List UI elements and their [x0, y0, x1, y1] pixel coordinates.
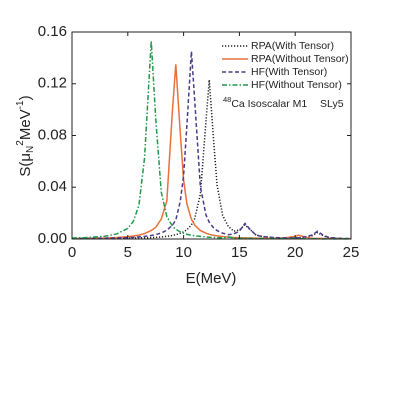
- y-tick-label: 0.16: [38, 23, 67, 40]
- y-tick-label: 0.08: [38, 126, 67, 143]
- x-tick-label: 5: [124, 244, 132, 261]
- x-tick-label: 15: [231, 244, 248, 261]
- y-tick-label: 0.12: [38, 75, 67, 92]
- x-axis-label: E(MeV): [186, 270, 237, 287]
- x-tick-label: 0: [68, 244, 76, 261]
- annotation: 48Ca Isoscalar M1: [223, 95, 307, 110]
- series-line: [71, 51, 352, 240]
- y-tick-label: 0.00: [38, 230, 67, 247]
- annotation: SLy5: [320, 98, 344, 110]
- x-tick-label: 25: [343, 244, 360, 261]
- y-label-sup: -1: [15, 100, 26, 109]
- y-label-sub: N: [25, 146, 36, 153]
- y-label-part: MeV: [17, 109, 34, 140]
- y-axis-label: S(μN2MeV-1): [15, 95, 36, 176]
- legend-label: HF(With Tensor): [251, 66, 327, 78]
- x-tick-label: 20: [287, 244, 304, 261]
- annotation-sup: 48: [223, 95, 231, 104]
- y-label-part: S(μ: [17, 153, 34, 177]
- annotation-text: Ca Isoscalar M1: [231, 98, 307, 110]
- legend-label: RPA(With Tensor): [251, 40, 334, 52]
- y-label-part: ): [17, 95, 34, 100]
- legend-label: HF(Without Tensor): [251, 79, 342, 91]
- x-tick-label: 10: [175, 244, 192, 261]
- y-label-sup: 2: [15, 140, 26, 146]
- y-tick-label: 0.04: [38, 178, 67, 195]
- legend-label: RPA(Without Tensor): [251, 53, 349, 65]
- series-line: [71, 64, 351, 240]
